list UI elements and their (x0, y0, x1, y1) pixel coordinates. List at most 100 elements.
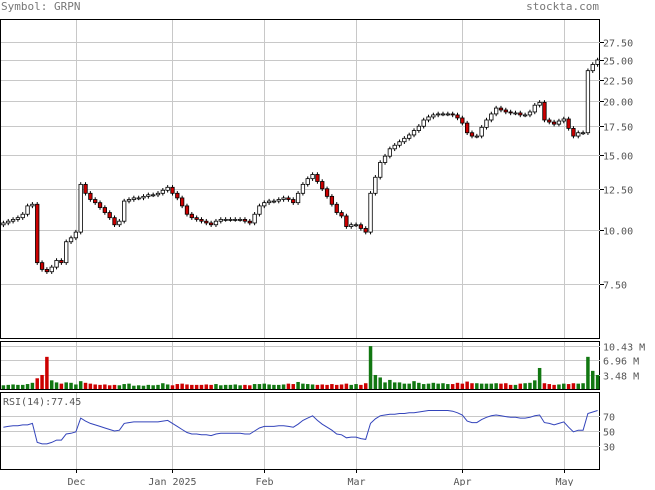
candle-body (445, 113, 450, 116)
x-tick-label: Mar (347, 477, 365, 486)
rsi-tick-label: 30 (603, 443, 615, 454)
candle-body (262, 202, 267, 207)
volume-axis: 10.43 M 6.96 M 3.48 M (603, 343, 645, 383)
volume-bar (30, 382, 35, 389)
candle-body (339, 212, 344, 217)
volume-bar (219, 385, 223, 389)
symbol-label: Symbol: GRPN (1, 0, 81, 13)
volume-bar (518, 383, 523, 389)
volume-bar (98, 384, 102, 389)
volume-bar (291, 384, 295, 389)
candle-body (551, 121, 557, 125)
volume-bar (557, 384, 561, 389)
volume-panel (0, 341, 600, 390)
volume-bar (484, 383, 489, 389)
rsi-label: RSI(14):77.45 (3, 397, 81, 408)
candle-body (537, 101, 542, 106)
volume-bar (151, 385, 155, 389)
volume-bars (1, 346, 600, 389)
candle-body (561, 118, 566, 122)
candle-body (498, 107, 504, 111)
candle-body (223, 219, 228, 221)
candle-body (305, 178, 310, 185)
volume-bar (334, 384, 339, 389)
candle-body (566, 118, 571, 129)
volume-bar (136, 385, 141, 389)
candle-body (218, 219, 223, 222)
candle-body (489, 113, 494, 121)
volume-bar (127, 383, 131, 389)
candle-body (547, 119, 552, 123)
volume-bar (88, 383, 93, 389)
candle-body (416, 125, 421, 131)
volume-bar (354, 384, 358, 389)
candle-body (141, 195, 146, 199)
candle-body (44, 269, 50, 273)
volume-bar (223, 384, 228, 389)
price-panel (0, 19, 600, 339)
volume-bar (426, 383, 431, 389)
volume-bar (262, 383, 267, 389)
candle-body (10, 219, 16, 222)
candle-body (378, 162, 383, 178)
volume-bar (330, 384, 334, 389)
volume-bar (59, 383, 64, 389)
candle-body (30, 203, 35, 207)
volume-bar (243, 384, 247, 389)
volume-bar (281, 384, 286, 389)
candle-body (358, 224, 364, 229)
volume-bar (238, 385, 242, 389)
volume-bar (103, 384, 107, 389)
price-tick-label: 20.00 (603, 98, 633, 109)
candle-body (35, 203, 40, 264)
volume-bar (301, 383, 305, 389)
volume-bar (315, 384, 320, 389)
volume-bar (504, 383, 508, 389)
volume-bar (344, 383, 349, 389)
candle-body (59, 260, 64, 264)
volume-bar (489, 383, 494, 389)
volume-bar (117, 385, 122, 389)
price-grid (1, 20, 600, 338)
candle-body (460, 117, 465, 124)
volume-bar (523, 383, 527, 389)
candle-body (479, 126, 484, 137)
candle-body (324, 188, 330, 197)
volume-bar (460, 383, 465, 389)
rsi-axis: 70 50 30 (603, 413, 615, 454)
volume-bar (397, 382, 402, 389)
rsi-grid (1, 393, 600, 469)
volume-bar (571, 383, 576, 389)
x-tick-label: Feb (255, 477, 273, 486)
candle-body (6, 220, 11, 224)
rsi-line (3, 410, 598, 445)
candle-body (276, 199, 281, 202)
candle-body (15, 217, 21, 220)
volume-bar (320, 384, 324, 389)
volume-bar (455, 382, 460, 389)
candle-body (542, 101, 547, 121)
price-tick-label: 15.00 (603, 152, 633, 163)
volume-bar (132, 385, 136, 389)
candle-body (576, 132, 581, 137)
volume-bar (537, 367, 542, 389)
candle-body (522, 114, 528, 117)
volume-bar (441, 383, 445, 389)
candle-body (320, 181, 325, 190)
price-tick-label: 17.50 (603, 123, 633, 134)
candle-body (281, 197, 286, 200)
volume-bar (296, 381, 300, 389)
volume-bar (286, 383, 291, 389)
volume-bar (277, 384, 281, 389)
candle-body (131, 197, 136, 200)
candle-body (126, 199, 132, 202)
candle-body (590, 64, 595, 72)
volume-bar (194, 384, 199, 389)
candle-body (556, 120, 562, 125)
x-tick-label: Dec (67, 477, 85, 486)
candle-body (450, 113, 455, 116)
volume-bar (40, 374, 44, 389)
volume-bar (436, 383, 440, 389)
volume-bar (1, 385, 6, 389)
